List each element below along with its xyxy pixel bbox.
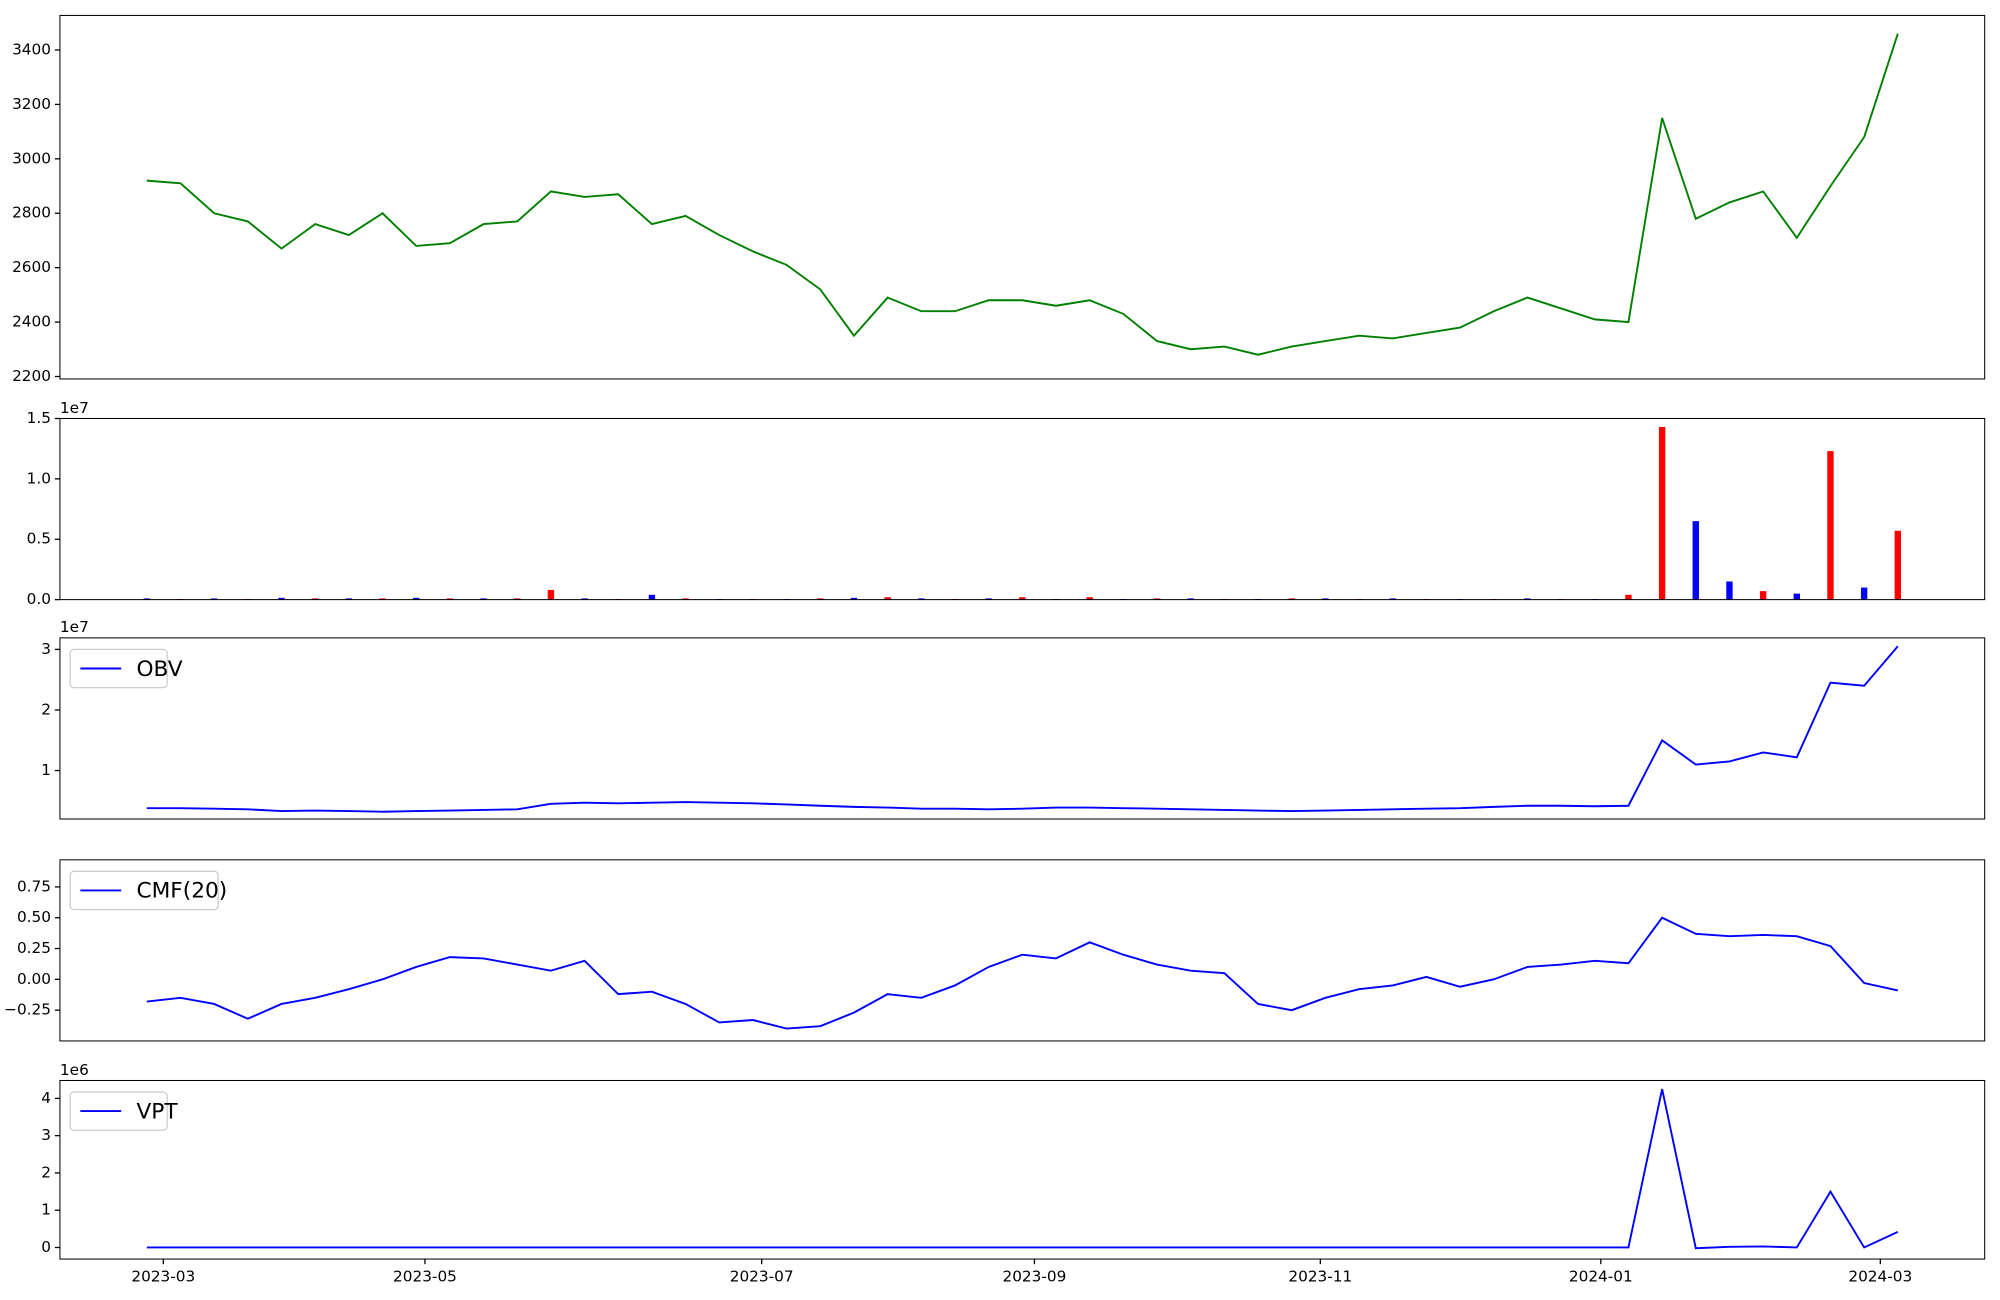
bar <box>413 597 420 600</box>
y-tick-label: 3200 <box>12 95 51 113</box>
bar <box>918 598 925 600</box>
bar <box>1759 591 1767 600</box>
y-tick-label: 1 <box>41 761 51 779</box>
y-tick-label: 0 <box>41 1238 51 1256</box>
y-tick-label: 0.25 <box>17 939 51 957</box>
bar <box>514 598 521 600</box>
bar <box>1389 598 1396 600</box>
y-tick-label: 4 <box>41 1089 51 1107</box>
x-tick-label: 2023-11 <box>1288 1267 1352 1285</box>
plot-frame <box>59 417 1986 601</box>
y-tick-label: 3400 <box>12 40 51 58</box>
data-line <box>146 916 1899 1030</box>
bar <box>1153 598 1161 600</box>
y-tick-label: 2200 <box>12 367 51 385</box>
bar <box>1288 598 1295 600</box>
bar <box>210 598 218 600</box>
bar <box>278 597 285 600</box>
legend-label: CMF(20) <box>136 879 227 904</box>
bar <box>345 598 353 600</box>
x-tick-label: 2023-03 <box>131 1267 195 1285</box>
y-tick-label: 1.5 <box>27 409 51 427</box>
offset-label: 1e7 <box>60 618 89 636</box>
bar <box>985 598 992 600</box>
bar <box>682 598 689 600</box>
x-tick-label: 2023-07 <box>730 1267 794 1285</box>
data-line <box>146 33 1899 356</box>
legend-box <box>69 870 219 911</box>
bar <box>1322 598 1329 600</box>
bar <box>480 598 487 600</box>
y-tick-label: 2800 <box>12 204 51 222</box>
bar <box>1827 451 1834 600</box>
x-tick-label: 2023-05 <box>393 1267 457 1285</box>
bar <box>817 598 824 600</box>
y-tick-label: 2 <box>41 1163 51 1181</box>
legend-label: OBV <box>136 657 182 682</box>
bar <box>1726 581 1733 600</box>
y-tick-label: 1.0 <box>27 469 51 487</box>
y-tick-label: 2 <box>41 700 51 718</box>
y-tick-label: 3 <box>41 640 51 658</box>
bar <box>379 598 386 600</box>
offset-label: 1e6 <box>60 1061 89 1079</box>
bar <box>1019 597 1026 600</box>
y-tick-label: 3000 <box>12 149 51 167</box>
bar <box>648 594 656 600</box>
x-tick-label: 2024-01 <box>1569 1267 1633 1285</box>
bar <box>884 597 891 600</box>
plot-frame <box>59 1079 1986 1260</box>
y-tick-label: 3 <box>41 1126 51 1144</box>
bar <box>547 589 555 600</box>
legend-label: VPT <box>136 1099 178 1124</box>
bar <box>1692 521 1699 600</box>
offset-label: 1e7 <box>60 399 89 417</box>
bar <box>1524 598 1531 600</box>
bar <box>1658 426 1666 600</box>
x-tick-label: 2023-09 <box>1002 1267 1066 1285</box>
x-tick-label: 2024-03 <box>1848 1267 1912 1285</box>
plot-frame <box>59 14 1986 380</box>
y-tick-label: −0.25 <box>4 1001 51 1019</box>
y-tick-label: 1 <box>41 1201 51 1219</box>
bar <box>1894 530 1902 600</box>
bar <box>581 598 588 600</box>
y-tick-label: 2400 <box>12 313 51 331</box>
y-tick-label: 2600 <box>12 258 51 276</box>
y-tick-label: 0.00 <box>17 970 51 988</box>
bar <box>446 598 454 600</box>
plot-frame <box>59 637 1986 820</box>
y-tick-label: 0.75 <box>17 877 51 895</box>
bar <box>1625 594 1632 600</box>
bar <box>1187 598 1194 600</box>
data-line <box>146 1088 1899 1250</box>
data-line <box>146 645 1899 813</box>
bar <box>850 597 858 600</box>
y-tick-label: 0.5 <box>27 530 51 548</box>
bar <box>1793 593 1800 600</box>
bar <box>1860 587 1868 600</box>
bar <box>143 598 151 600</box>
y-tick-label: 0.0 <box>27 590 51 608</box>
bar <box>312 598 319 600</box>
plot-frame <box>59 859 1986 1042</box>
bar <box>1086 597 1093 600</box>
y-tick-label: 0.50 <box>17 908 51 926</box>
